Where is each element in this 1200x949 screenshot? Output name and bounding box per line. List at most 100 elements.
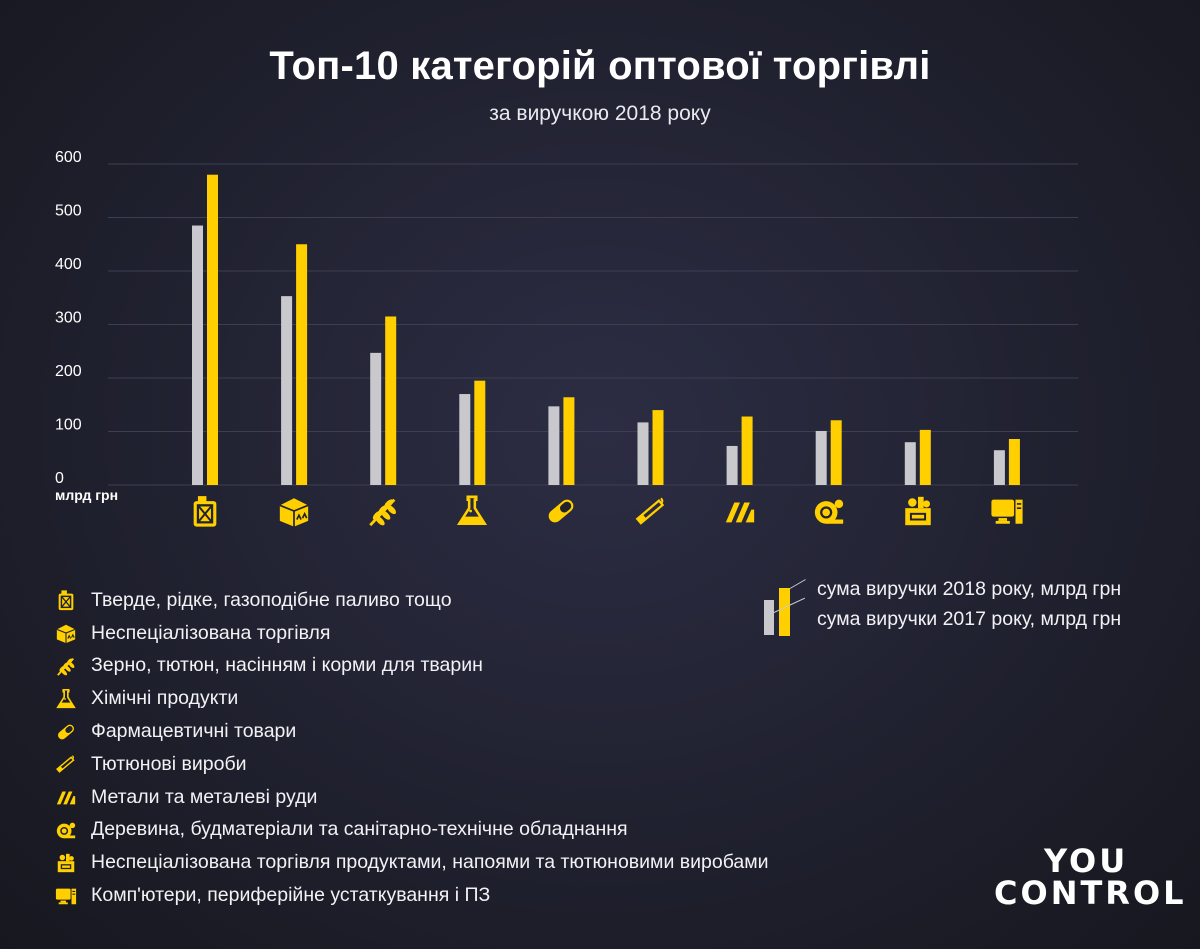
category-legend-item: Неспеціалізована торгівля bbox=[55, 617, 855, 650]
bar-group bbox=[370, 316, 397, 485]
category-legend-item: Тверде, рідке, газоподібне паливо тощо bbox=[55, 584, 855, 617]
computer-icon bbox=[991, 499, 1023, 524]
flask-icon bbox=[457, 495, 488, 526]
axis-category-icon bbox=[635, 497, 664, 525]
y-tick-label: 100 bbox=[55, 417, 82, 434]
axis-category-icon bbox=[991, 499, 1023, 524]
bar-2018 bbox=[919, 429, 931, 485]
category-icons bbox=[193, 495, 1023, 527]
grocery-basket-icon bbox=[905, 496, 931, 526]
category-legend-label: Хімічні продукти bbox=[91, 687, 239, 710]
bar-2017 bbox=[459, 394, 471, 485]
bar-2017 bbox=[192, 225, 203, 485]
category-legend-item: Тютюнові вироби bbox=[55, 748, 855, 781]
bar-2017 bbox=[726, 445, 738, 485]
axis-category-icon bbox=[193, 496, 217, 527]
y-tick-label: 400 bbox=[55, 256, 82, 273]
series-legend: сума виручки 2018 року, млрд грн сума ви… bbox=[760, 572, 1180, 642]
legend-connector-2018 bbox=[789, 579, 806, 589]
timber-log-icon bbox=[56, 822, 76, 839]
axis-category-icon bbox=[457, 495, 488, 526]
y-tick-label: 500 bbox=[55, 203, 82, 220]
category-legend-item: Метали та металеві руди bbox=[55, 781, 855, 814]
wheat-icon bbox=[57, 658, 75, 676]
category-legend-item: Неспеціалізована торгівля продуктами, на… bbox=[55, 846, 855, 879]
wheat-icon bbox=[369, 498, 397, 527]
category-legend-label: Тютюнові вироби bbox=[91, 752, 247, 775]
metal-ingot-icon bbox=[56, 791, 76, 805]
cigarette-icon bbox=[635, 497, 664, 525]
category-legend-item: Деревина, будматеріали та санітарно-техн… bbox=[55, 814, 855, 847]
category-legend-label: Тверде, рідке, газоподібне паливо тощо bbox=[91, 588, 452, 611]
bar-2018 bbox=[830, 420, 842, 485]
category-legend-label: Комп'ютери, периферійне устаткування і П… bbox=[91, 884, 491, 907]
cigarette-icon bbox=[56, 755, 75, 774]
youcontrol-logo: YOU CONTROL bbox=[992, 842, 1184, 912]
category-legend-item: Хімічні продукти bbox=[55, 682, 855, 715]
axis-category-icon bbox=[279, 498, 309, 527]
flask-icon bbox=[56, 688, 76, 708]
legend-label-2018: сума виручки 2018 року, млрд грн bbox=[817, 578, 1122, 600]
legend-swatch-2018 bbox=[779, 588, 790, 636]
bar-2017 bbox=[548, 406, 560, 485]
chart-title: Топ-10 категорій оптової торгівлі bbox=[269, 44, 931, 88]
bar-2017 bbox=[281, 296, 293, 485]
bar-group bbox=[815, 420, 842, 485]
category-legend-label: Зерно, тютюн, насінням і корми для твари… bbox=[91, 654, 483, 677]
bars bbox=[192, 174, 1020, 485]
computer-icon bbox=[55, 888, 77, 904]
category-legend-label: Неспеціалізована торгівля bbox=[91, 621, 331, 644]
logo-line-1: YOU bbox=[1044, 842, 1129, 880]
logo-line-2: CONTROL bbox=[994, 874, 1187, 912]
category-legend-label: Деревина, будматеріали та санітарно-техн… bbox=[91, 818, 628, 841]
category-legend-label: Фармацевтичні товари bbox=[91, 720, 297, 743]
bar-2018 bbox=[474, 380, 486, 485]
axis-category-icon bbox=[549, 499, 574, 523]
y-tick-label: 300 bbox=[55, 310, 82, 327]
package-box-icon bbox=[279, 498, 309, 527]
grid-lines bbox=[108, 163, 1078, 486]
fuel-canister-icon bbox=[193, 496, 217, 527]
axis-category-icon bbox=[725, 502, 754, 523]
legend-swatch-2017 bbox=[764, 600, 774, 635]
category-legend-item: Зерно, тютюн, насінням і корми для твари… bbox=[55, 650, 855, 683]
bar-group bbox=[726, 416, 753, 485]
bar-2018 bbox=[1008, 438, 1020, 485]
category-legend: Тверде, рідке, газоподібне паливо тощо Не… bbox=[55, 584, 855, 912]
chart-subtitle: за виручкою 2018 року bbox=[489, 102, 711, 125]
category-legend-label: Метали та металеві руди bbox=[91, 785, 318, 808]
fuel-canister-icon bbox=[58, 590, 74, 611]
bar-group bbox=[192, 174, 218, 485]
category-legend-item: Комп'ютери, периферійне устаткування і П… bbox=[55, 879, 855, 912]
bar-2018 bbox=[563, 397, 575, 485]
bar-2017 bbox=[993, 450, 1005, 485]
axis-category-icon bbox=[905, 496, 931, 526]
y-tick-label: 200 bbox=[55, 363, 82, 380]
bar-2017 bbox=[637, 422, 649, 485]
bar-2017 bbox=[904, 442, 916, 485]
grocery-basket-icon bbox=[57, 853, 75, 872]
bar-2017 bbox=[370, 352, 382, 485]
category-legend-label: Неспеціалізована торгівля продуктами, на… bbox=[91, 851, 769, 874]
bar-2018 bbox=[207, 174, 218, 485]
bar-group bbox=[904, 429, 931, 485]
bar-2018 bbox=[296, 244, 308, 485]
bar-group bbox=[993, 438, 1020, 485]
bar-2018 bbox=[385, 316, 397, 485]
axis-category-icon bbox=[369, 498, 397, 527]
bar-2018 bbox=[741, 416, 753, 485]
y-tick-label: 0 bbox=[55, 470, 64, 487]
y-axis-ticks: 0 100 200 300 400 500 600 bbox=[55, 149, 82, 487]
legend-label-2017: сума виручки 2017 року, млрд грн bbox=[817, 608, 1122, 630]
metal-ingot-icon bbox=[725, 502, 754, 523]
category-legend-item: Фармацевтичні товари bbox=[55, 715, 855, 748]
bar-2017 bbox=[815, 430, 827, 485]
y-axis-label: млрд грн bbox=[55, 487, 118, 503]
bar-2018 bbox=[652, 410, 664, 485]
timber-log-icon bbox=[814, 499, 843, 524]
bar-chart: 0 100 200 300 400 500 600 млрд грн bbox=[55, 149, 1078, 527]
bar-group bbox=[281, 244, 308, 485]
bar-group bbox=[459, 380, 486, 485]
bar-group bbox=[637, 410, 664, 485]
bar-group bbox=[548, 397, 575, 485]
